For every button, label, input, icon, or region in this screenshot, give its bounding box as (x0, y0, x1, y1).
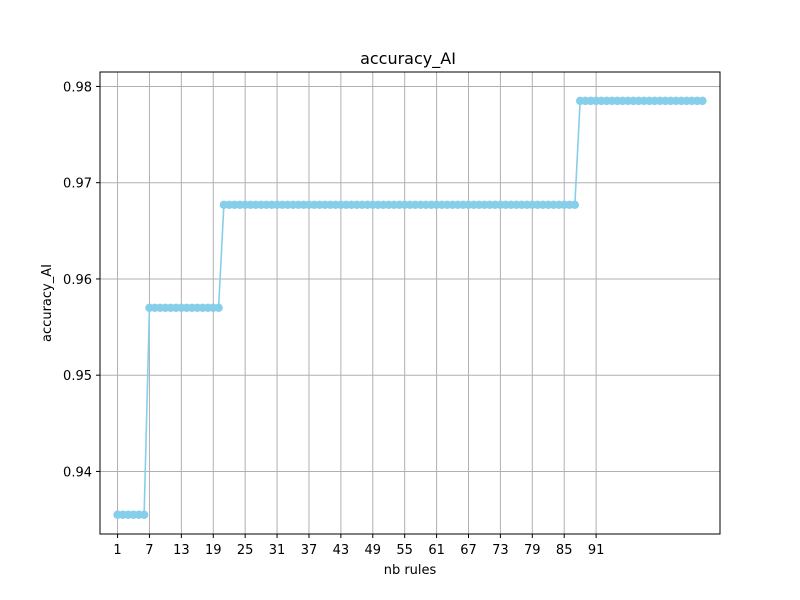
y-tick-label: 0.98 (63, 80, 92, 95)
x-tick-label: 1 (113, 543, 121, 558)
x-tick-label: 55 (396, 543, 413, 558)
x-tick-label: 61 (428, 543, 445, 558)
data-point (139, 510, 149, 519)
grid-lines (100, 72, 720, 534)
y-axis-label: accuracy_AI (40, 264, 55, 342)
data-point (214, 303, 223, 313)
y-tick-label: 0.97 (63, 177, 92, 192)
x-tick-label: 25 (237, 543, 254, 558)
y-tick-label: 0.94 (63, 465, 92, 480)
x-tick-label: 7 (145, 543, 153, 558)
x-tick-label: 85 (556, 543, 573, 558)
data-point (570, 200, 580, 210)
x-axis-label: nb rules (384, 563, 437, 578)
x-tick-label: 49 (365, 543, 382, 558)
chart-title: accuracy_AI (360, 49, 456, 69)
x-tick-label: 73 (492, 543, 509, 558)
x-tick-label: 31 (269, 543, 286, 558)
x-tick-label: 37 (301, 543, 318, 558)
data-point (698, 96, 707, 106)
x-axis-ticks: 1 7 13 19 25 31 37 43 49 55 61 67 73 79 85 91 (113, 534, 604, 558)
series-line (113, 96, 707, 519)
y-axis-ticks: 0.94 0.95 0.96 0.97 0.98 (63, 80, 100, 480)
x-tick-label: 91 (588, 543, 605, 558)
y-tick-label: 0.95 (63, 369, 92, 384)
y-tick-label: 0.96 (63, 273, 92, 288)
x-tick-label: 67 (460, 543, 477, 558)
plot-frame (99, 71, 721, 535)
x-tick-label: 43 (333, 543, 350, 558)
x-tick-label: 79 (524, 543, 541, 558)
x-tick-label: 13 (173, 543, 190, 558)
x-tick-label: 19 (205, 543, 222, 558)
